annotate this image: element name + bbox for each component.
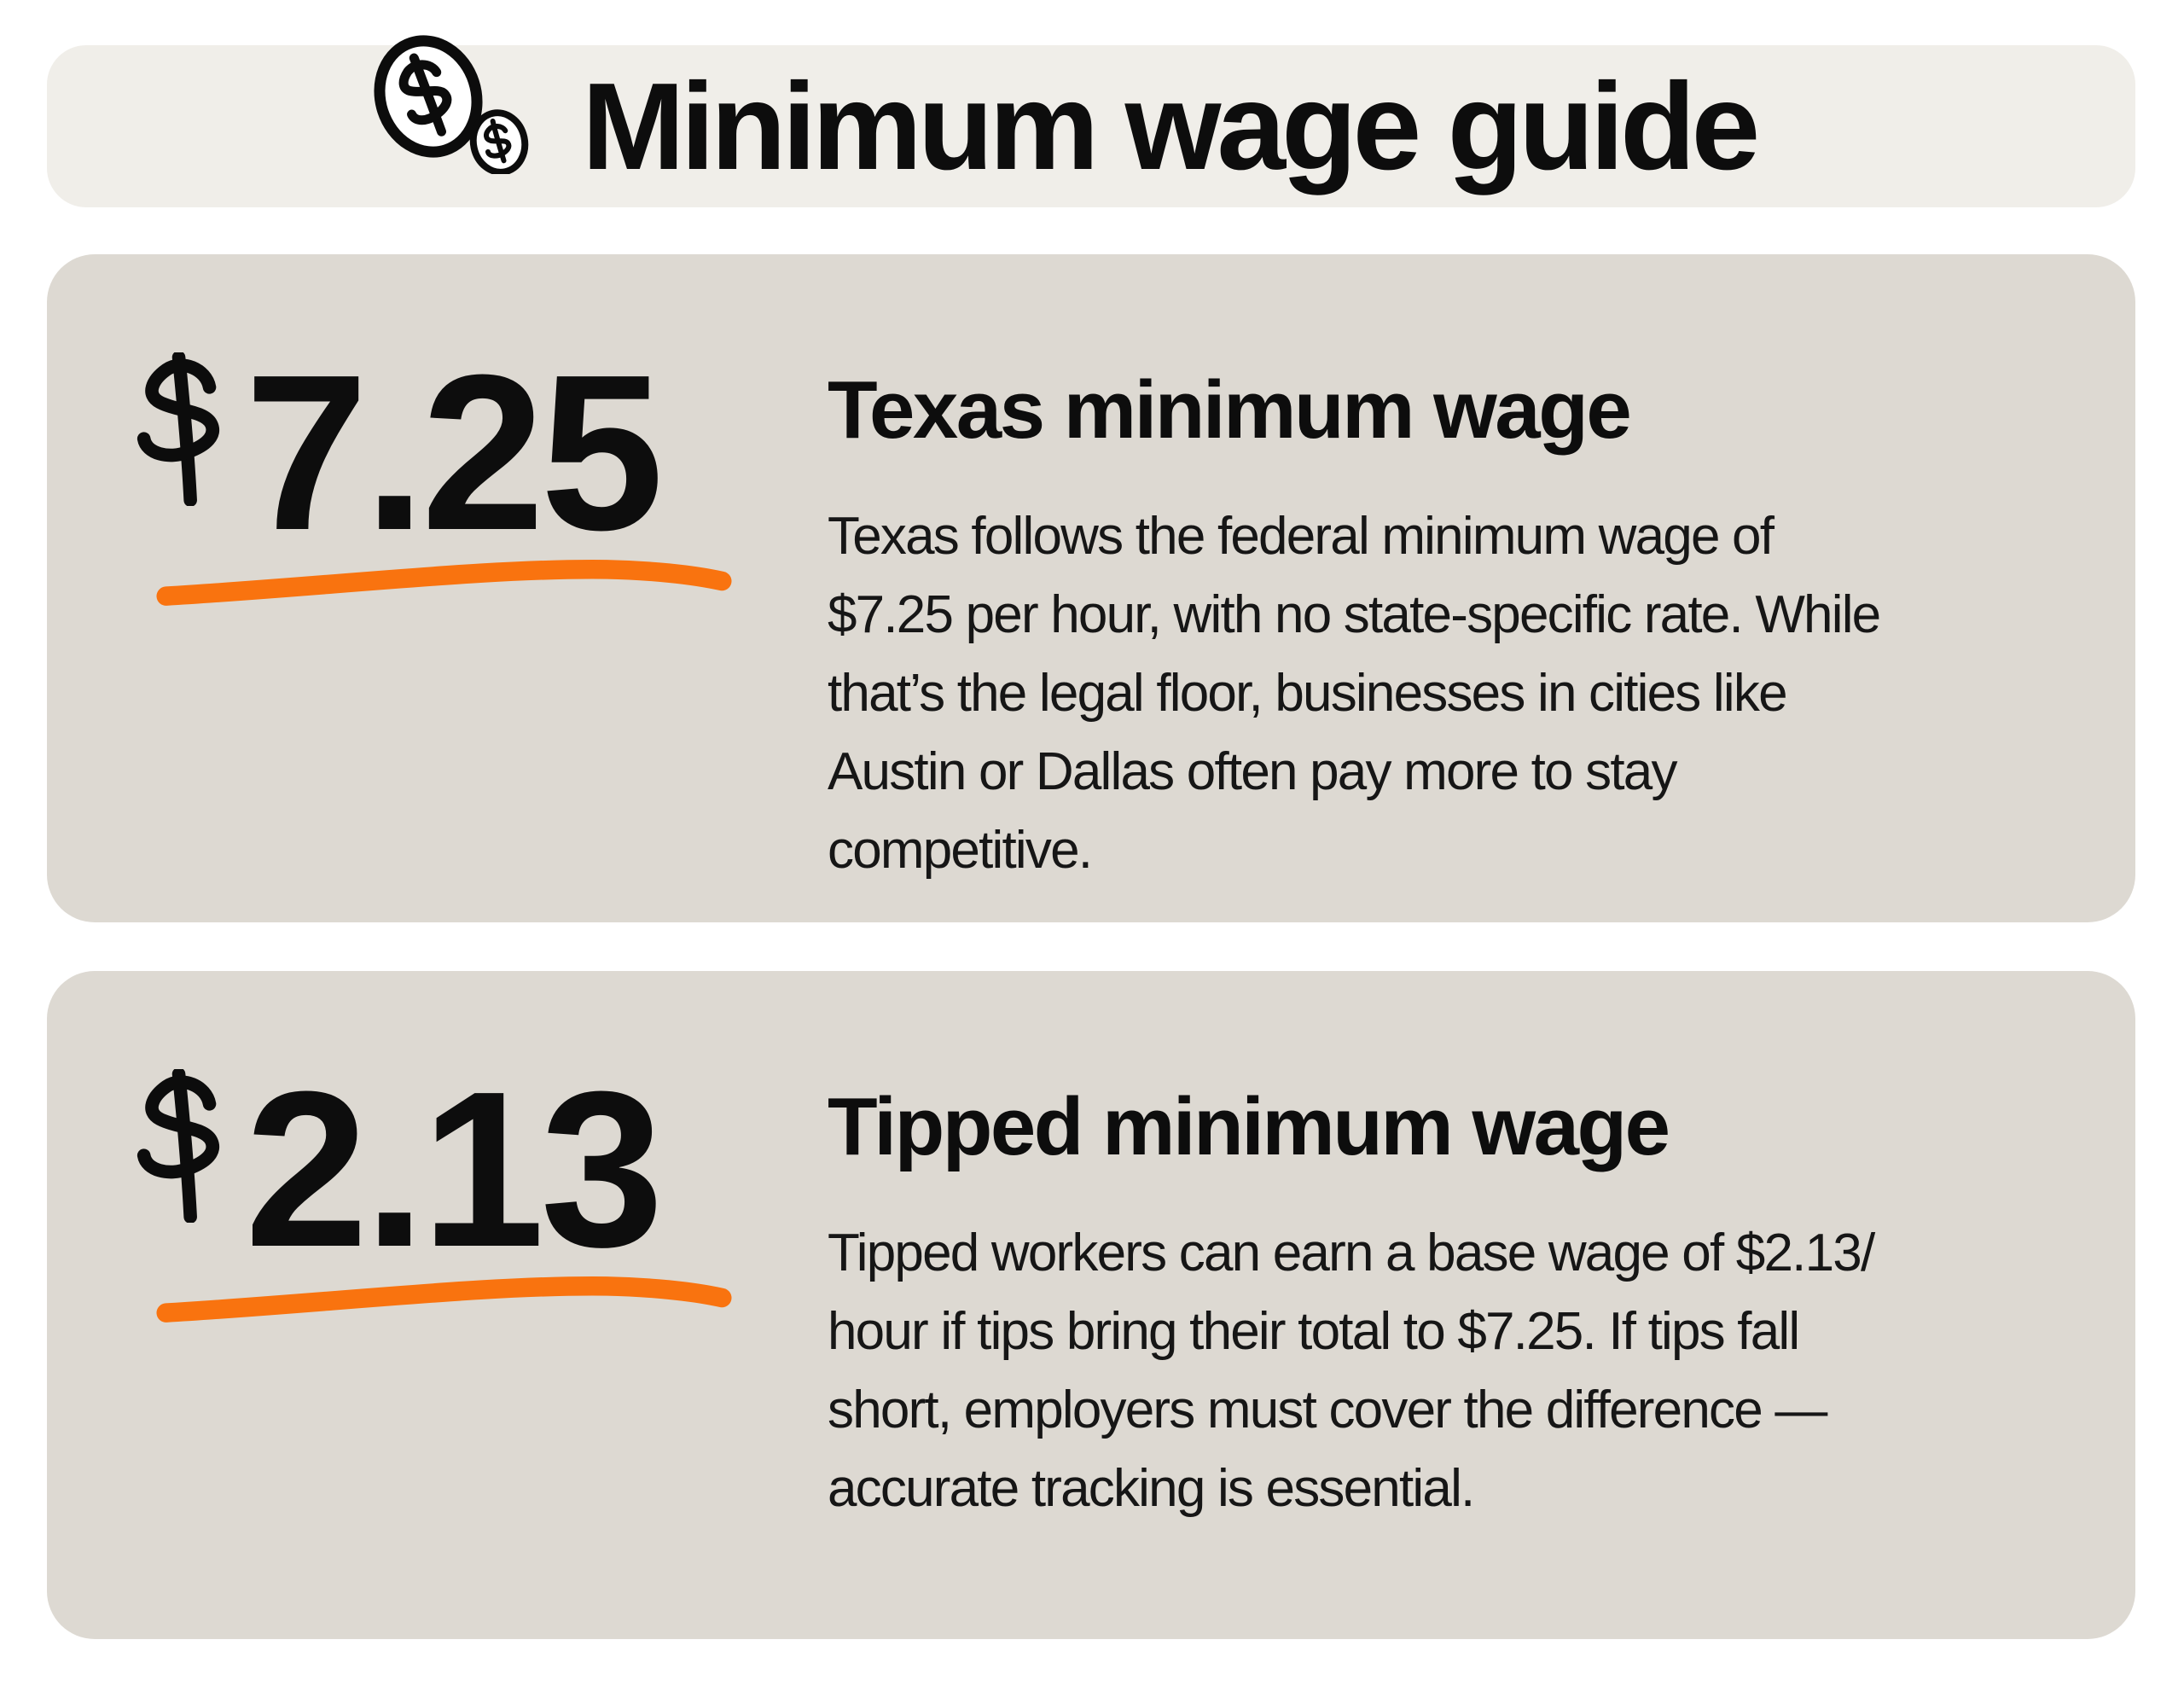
card-heading: Texas minimum wage — [828, 364, 1632, 456]
dollar-sign-icon — [136, 352, 219, 506]
page-title: Minimum wage guide — [582, 56, 1760, 195]
card-body: Texas follows the federal minimum wage o… — [828, 507, 1881, 880]
card-heading: Tipped minimum wage — [828, 1081, 1670, 1172]
wage-amount-block: 2.13 — [47, 971, 828, 1639]
header: Minimum wage guide — [47, 34, 2135, 207]
wage-amount: 7.25 — [245, 329, 664, 577]
wage-amount-block: 7.25 — [47, 254, 828, 922]
orange-underline-decoration — [156, 559, 732, 606]
wage-card-texas: 7.25 Texas minimum wage Texas follows th… — [47, 254, 2135, 922]
card-text-block: Tipped minimum wage Tipped workers can e… — [828, 971, 2133, 1639]
card-text-block: Texas minimum wage Texas follows the fed… — [828, 254, 2133, 922]
card-body: Tipped workers can earn a base wage of $… — [828, 1224, 1875, 1518]
orange-underline-decoration — [156, 1276, 732, 1323]
wage-card-tipped: 2.13 Tipped minimum wage Tipped workers … — [47, 971, 2135, 1639]
wage-amount: 2.13 — [245, 1046, 664, 1294]
coins-icon — [374, 34, 529, 174]
dollar-sign-icon — [136, 1069, 219, 1223]
